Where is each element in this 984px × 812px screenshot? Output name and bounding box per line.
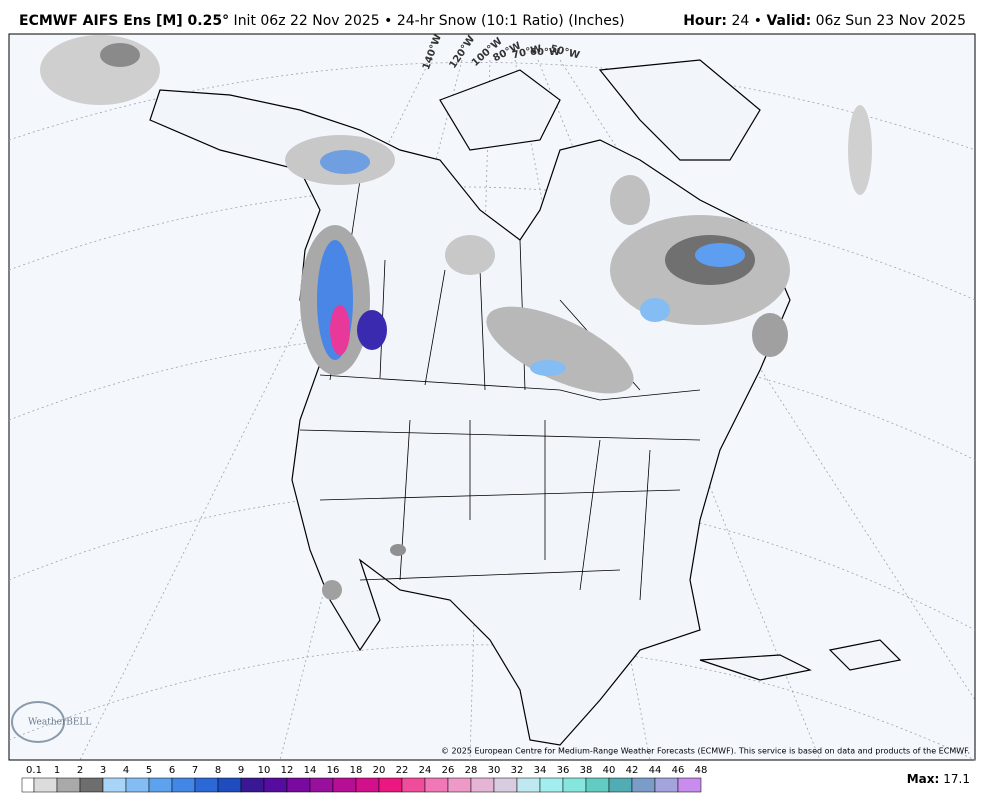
legend-label: 14: [304, 765, 317, 776]
legend-label: 3: [100, 765, 106, 776]
legend-label: 40: [603, 765, 616, 776]
header-part: 24 •: [727, 13, 766, 29]
legend-swatch: [378, 777, 403, 793]
longitude-label: 60°W: [530, 47, 560, 58]
logo-text: WeatherBELL: [28, 718, 91, 728]
legend-swatch: [654, 777, 679, 793]
legend-label: 24: [419, 765, 432, 776]
header-part: ECMWF AIFS Ens [M] 0.25°: [19, 13, 229, 29]
legend-swatch: [148, 777, 173, 793]
legend-label: 1: [54, 765, 60, 776]
legend-label: 18: [350, 765, 363, 776]
legend-label: 10: [258, 765, 271, 776]
legend-swatch: [217, 777, 242, 793]
legend-swatch: [56, 777, 81, 793]
legend-swatch: [194, 777, 219, 793]
legend-label: 22: [396, 765, 409, 776]
legend-label: 36: [557, 765, 570, 776]
legend-swatch: [539, 777, 564, 793]
legend-label: 2: [77, 765, 83, 776]
color-legend: 0.1 1 2 3 4 5 6 7 8 9 10 12 14 16 18 20 22 24 26 28 30 32 34 36…: [21, 765, 708, 793]
legend-swatch: [332, 777, 357, 793]
legend-swatch: [125, 777, 150, 793]
legend-swatch: [424, 777, 449, 793]
legend-label: 5: [146, 765, 152, 776]
header-part: Hour:: [683, 13, 727, 29]
legend-swatch: [562, 777, 587, 793]
header-right: Hour: 24 • Valid: 06z Sun 23 Nov 2025: [683, 13, 966, 29]
legend-label: 28: [465, 765, 478, 776]
legend-label: 20: [373, 765, 386, 776]
legend-label: 38: [580, 765, 593, 776]
legend-label: 46: [672, 765, 685, 776]
max-label: Max:: [907, 772, 940, 786]
legend-swatch: [240, 777, 265, 793]
logo: WeatherBELL: [11, 701, 91, 743]
legend-label: 42: [626, 765, 639, 776]
legend-swatch: [401, 777, 426, 793]
legend-label: 16: [327, 765, 340, 776]
max-value: Max: 17.1: [907, 772, 970, 786]
legend-swatch: [493, 777, 518, 793]
legend-swatch: [447, 777, 472, 793]
legend-label: 0.1: [26, 765, 42, 776]
legend-swatch: [631, 777, 656, 793]
legend-swatch: [102, 777, 127, 793]
legend-label: 8: [215, 765, 221, 776]
legend-label: 9: [238, 765, 244, 776]
legend-swatch: [79, 777, 104, 793]
legend-label: 12: [281, 765, 294, 776]
legend-swatch: [516, 777, 541, 793]
legend-label: 34: [534, 765, 547, 776]
legend-label: 6: [169, 765, 175, 776]
legend-swatch: [309, 777, 334, 793]
header-part: 06z Sun 23 Nov 2025: [811, 13, 966, 29]
legend-swatch: [286, 777, 311, 793]
legend-swatch: [355, 777, 380, 793]
legend-swatch: [470, 777, 495, 793]
legend-label: 48: [695, 765, 708, 776]
copyright: © 2025 European Centre for Medium-Range …: [441, 747, 970, 756]
legend-swatch: [33, 777, 58, 793]
legend-swatch: [21, 777, 35, 793]
header-left: ECMWF AIFS Ens [M] 0.25° Init 06z 22 Nov…: [19, 13, 625, 29]
legend-swatch: [263, 777, 288, 793]
legend-label: 44: [649, 765, 662, 776]
legend-swatch: [585, 777, 610, 793]
header-part: Init 06z 22 Nov 2025 • 24-hr Snow (10:1 …: [229, 13, 625, 29]
legend-swatch: [171, 777, 196, 793]
legend-label: 7: [192, 765, 198, 776]
legend-swatch: [608, 777, 633, 793]
header: ECMWF AIFS Ens [M] 0.25° Init 06z 22 Nov…: [19, 13, 966, 29]
legend-swatch: [677, 777, 702, 793]
max-number: 17.1: [943, 772, 970, 786]
snow-shading: [40, 35, 872, 600]
header-part: Valid:: [766, 13, 811, 29]
legend-label: 26: [442, 765, 455, 776]
legend-label: 4: [123, 765, 129, 776]
legend-label: 32: [511, 765, 524, 776]
legend-label: 30: [488, 765, 501, 776]
